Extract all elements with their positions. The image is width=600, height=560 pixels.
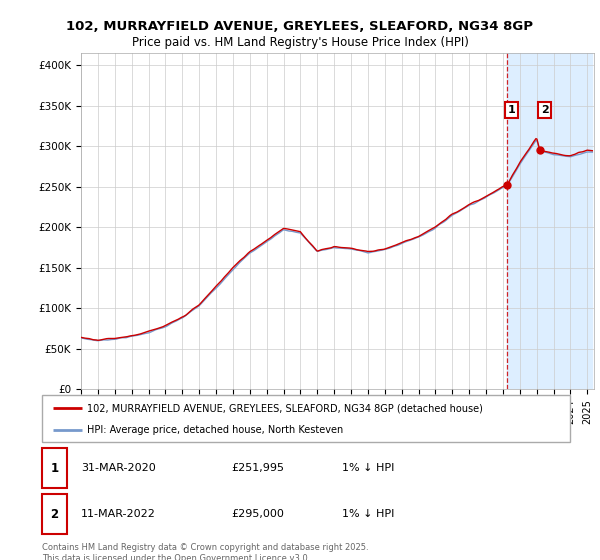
Text: Contains HM Land Registry data © Crown copyright and database right 2025.
This d: Contains HM Land Registry data © Crown c… [42, 543, 368, 560]
Text: 102, MURRAYFIELD AVENUE, GREYLEES, SLEAFORD, NG34 8GP (detached house): 102, MURRAYFIELD AVENUE, GREYLEES, SLEAF… [87, 403, 483, 413]
Text: 1% ↓ HPI: 1% ↓ HPI [342, 463, 394, 473]
Text: £251,995: £251,995 [231, 463, 284, 473]
Text: Price paid vs. HM Land Registry's House Price Index (HPI): Price paid vs. HM Land Registry's House … [131, 36, 469, 49]
Text: £295,000: £295,000 [231, 509, 284, 519]
Text: 31-MAR-2020: 31-MAR-2020 [81, 463, 156, 473]
Text: 2: 2 [50, 507, 59, 521]
Text: 1: 1 [508, 105, 515, 115]
Text: HPI: Average price, detached house, North Kesteven: HPI: Average price, detached house, Nort… [87, 424, 343, 435]
Text: 102, MURRAYFIELD AVENUE, GREYLEES, SLEAFORD, NG34 8GP: 102, MURRAYFIELD AVENUE, GREYLEES, SLEAF… [67, 20, 533, 32]
Bar [507, 53, 592, 389]
Text: 11-MAR-2022: 11-MAR-2022 [81, 509, 156, 519]
Text: 2: 2 [541, 105, 548, 115]
Text: 1: 1 [50, 461, 59, 475]
Text: 1% ↓ HPI: 1% ↓ HPI [342, 509, 394, 519]
